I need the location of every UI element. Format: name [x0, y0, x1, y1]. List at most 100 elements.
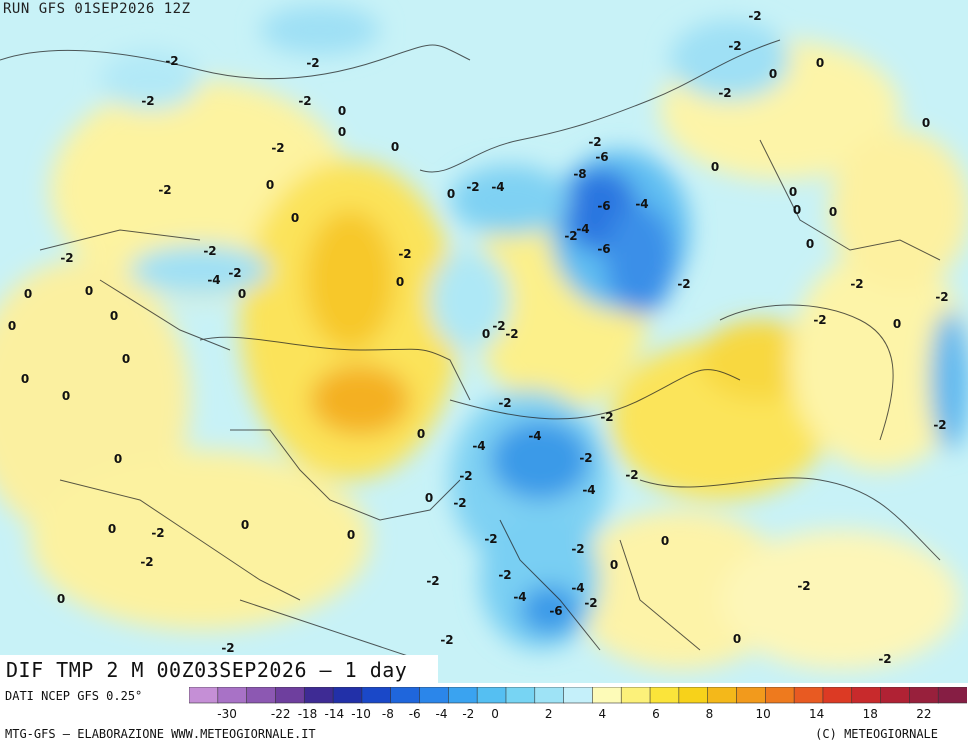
anomaly-value-label: 0 — [769, 67, 777, 81]
anomaly-value-label: -6 — [597, 199, 610, 213]
legend-swatch — [793, 687, 824, 704]
legend-swatch — [620, 687, 651, 704]
anomaly-value-label: -2 — [600, 410, 613, 424]
anomaly-value-label: -4 — [491, 180, 504, 194]
legend-swatch — [736, 687, 767, 704]
legend-swatch — [189, 687, 219, 704]
legend-swatch — [361, 687, 392, 704]
color-legend: -30-22-18-14-10-8-6-4-2024681014182230 — [189, 687, 967, 721]
anomaly-value-label: -2 — [625, 468, 638, 482]
anomaly-value-label: -2 — [398, 247, 411, 261]
run-label: RUN GFS 01SEP2026 12Z — [3, 1, 191, 17]
anomaly-value-label: -2 — [221, 641, 234, 655]
legend-tick-label: 4 — [598, 707, 606, 721]
anomaly-value-label: 0 — [396, 275, 404, 289]
legend-swatch — [909, 687, 939, 704]
anomaly-value-label: 0 — [347, 528, 355, 542]
anomaly-value-label: 0 — [922, 116, 930, 130]
legend-tick-label: -30 — [217, 707, 237, 721]
credit-left: MTG-GFS – ELABORAZIONE WWW.METEOGIORNALE… — [5, 727, 316, 741]
anomaly-value-label: -2 — [228, 266, 241, 280]
legend-tick-label: -18 — [298, 707, 318, 721]
legend-tick-label: -2 — [462, 707, 474, 721]
anomaly-value-label: -6 — [595, 150, 608, 164]
anomaly-value-label: -2 — [466, 180, 479, 194]
anomaly-value-label: 0 — [417, 427, 425, 441]
legend-tick-label: -22 — [271, 707, 291, 721]
anomaly-value-label: 0 — [241, 518, 249, 532]
anomaly-value-label: 0 — [291, 211, 299, 225]
legend-swatch — [246, 687, 277, 704]
anomaly-value-label: 0 — [21, 372, 29, 386]
anomaly-value-label: 0 — [829, 205, 837, 219]
anomaly-value-label: -2 — [498, 568, 511, 582]
anomaly-value-label: 0 — [482, 327, 490, 341]
anomaly-value-label: 0 — [733, 632, 741, 646]
legend-swatch — [851, 687, 882, 704]
anomaly-value-label: -2 — [850, 277, 863, 291]
anomaly-value-label: 0 — [610, 558, 618, 572]
legend-swatch — [217, 687, 248, 704]
anomaly-value-label: -8 — [573, 167, 586, 181]
legend-swatch — [764, 687, 795, 704]
legend-tick-label: 0 — [491, 707, 499, 721]
anomaly-value-label: -2 — [933, 418, 946, 432]
anomaly-value-label: -2 — [588, 135, 601, 149]
anomaly-value-label: -4 — [528, 429, 541, 443]
anomaly-value-label: 0 — [711, 160, 719, 174]
legend-tick-label: -4 — [436, 707, 448, 721]
anomaly-value-label: -2 — [505, 327, 518, 341]
anomaly-value-label: -2 — [579, 451, 592, 465]
legend-swatch — [649, 687, 680, 704]
anomaly-value-label: -2 — [426, 574, 439, 588]
anomaly-value-label: -2 — [60, 251, 73, 265]
anomaly-value-label: -2 — [140, 555, 153, 569]
legend-tick-label: 14 — [809, 707, 824, 721]
legend-swatch — [592, 687, 623, 704]
anomaly-value-label: -4 — [472, 439, 485, 453]
anomaly-value-label: 0 — [816, 56, 824, 70]
anomaly-value-label: -2 — [564, 229, 577, 243]
anomaly-value-label: -2 — [748, 9, 761, 23]
anomaly-value-label: 0 — [238, 287, 246, 301]
anomaly-value-label: -4 — [582, 483, 595, 497]
anomaly-value-label: -2 — [571, 542, 584, 556]
anomaly-value-label: 0 — [806, 237, 814, 251]
legend-tick-label: -6 — [409, 707, 421, 721]
anomaly-value-label: 0 — [789, 185, 797, 199]
anomaly-value-label: -2 — [584, 596, 597, 610]
legend-swatch — [332, 687, 363, 704]
anomaly-value-label: -2 — [728, 39, 741, 53]
anomaly-value-label: -6 — [549, 604, 562, 618]
legend-tick-label: 6 — [652, 707, 660, 721]
legend-swatch — [534, 687, 565, 704]
anomaly-value-label: -2 — [484, 532, 497, 546]
legend-swatch — [505, 687, 536, 704]
country-borders — [0, 39, 941, 661]
anomaly-value-label: 0 — [110, 309, 118, 323]
anomaly-value-label: 0 — [108, 522, 116, 536]
anomaly-value-label: -2 — [718, 86, 731, 100]
legend-swatch — [390, 687, 421, 704]
map-title: DIF TMP 2 M 00Z03SEP2026 – 1 day — [6, 658, 408, 682]
anomaly-value-label: -2 — [165, 54, 178, 68]
anomaly-value-label: -2 — [141, 94, 154, 108]
legend-swatch — [476, 687, 507, 704]
anomaly-value-label: 0 — [338, 104, 346, 118]
anomaly-value-label: -2 — [813, 313, 826, 327]
anomaly-value-label: -4 — [571, 581, 584, 595]
anomaly-value-label: -2 — [797, 579, 810, 593]
anomaly-value-label: -4 — [635, 197, 648, 211]
legend-tick-label: -14 — [324, 707, 344, 721]
legend-swatch — [937, 687, 967, 704]
legend-tick-label: 18 — [863, 707, 878, 721]
anomaly-value-label: -2 — [271, 141, 284, 155]
anomaly-value-label: -4 — [576, 222, 589, 236]
anomaly-value-label: 0 — [266, 178, 274, 192]
legend-tick-label: -10 — [351, 707, 371, 721]
legend-tick-label: 10 — [755, 707, 770, 721]
anomaly-value-label: 0 — [122, 352, 130, 366]
anomaly-value-label: -2 — [158, 183, 171, 197]
anomaly-field — [0, 5, 968, 670]
anomaly-value-label: 0 — [85, 284, 93, 298]
